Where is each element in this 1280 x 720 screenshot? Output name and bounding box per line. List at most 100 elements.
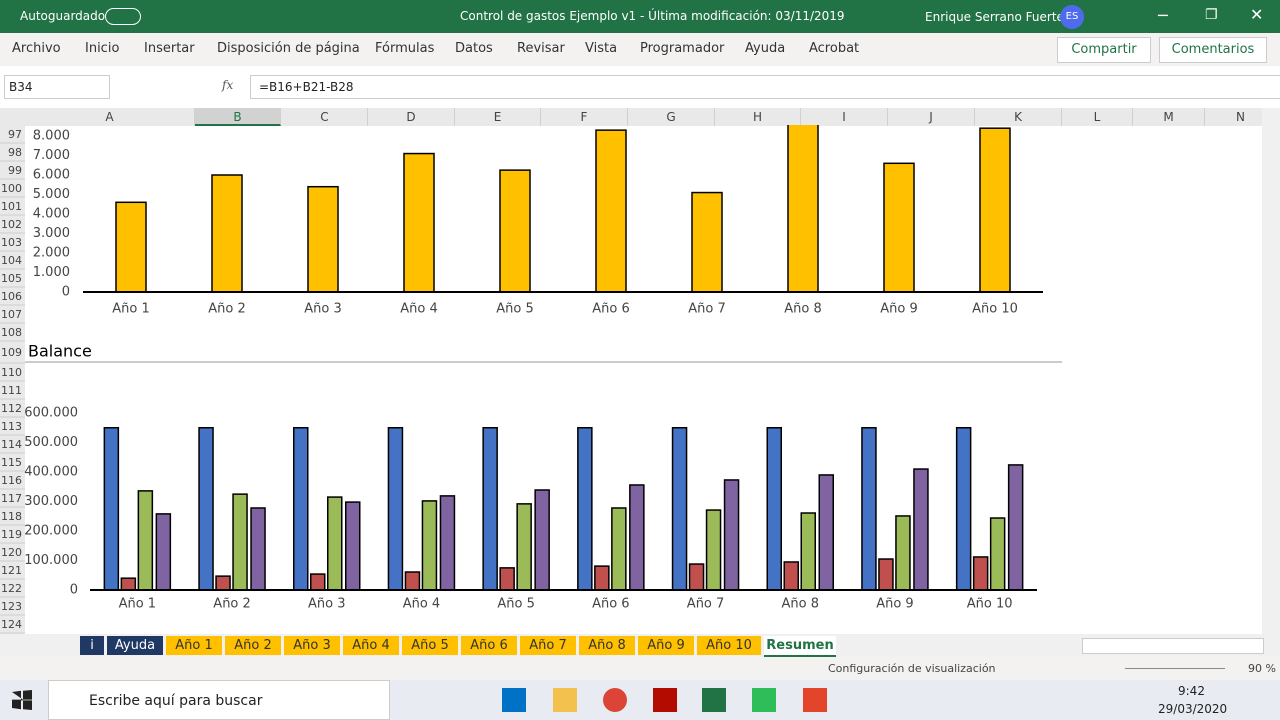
bar bbox=[883, 162, 915, 293]
share-button[interactable]: Compartir bbox=[1057, 37, 1151, 63]
ribbon-tab[interactable]: Ayuda bbox=[745, 41, 786, 56]
y-tick-label: 200.000 bbox=[24, 524, 78, 539]
y-tick-label: 6.000 bbox=[33, 168, 70, 183]
ribbon-tab[interactable]: Datos bbox=[455, 41, 493, 56]
column-header[interactable]: C bbox=[282, 108, 368, 126]
name-box[interactable]: B34 bbox=[4, 75, 110, 99]
sheet-tab[interactable]: Año 9 bbox=[638, 636, 694, 655]
y-tick-label: 600.000 bbox=[24, 406, 78, 421]
bar bbox=[403, 152, 435, 293]
explorer-icon[interactable] bbox=[553, 688, 577, 712]
sheet-tab[interactable]: Año 7 bbox=[520, 636, 576, 655]
bar bbox=[215, 575, 231, 591]
column-header[interactable]: H bbox=[715, 108, 801, 126]
row-header: 102 bbox=[1, 218, 22, 231]
ribbon-tab[interactable]: Programador bbox=[640, 41, 725, 56]
column-header[interactable]: E bbox=[455, 108, 541, 126]
camtasia-icon[interactable] bbox=[752, 688, 776, 712]
comments-button[interactable]: Comentarios bbox=[1159, 37, 1267, 63]
bar bbox=[818, 474, 834, 591]
sheet-tab[interactable]: Ayuda bbox=[107, 636, 163, 655]
vertical-scrollbar[interactable] bbox=[1262, 108, 1280, 635]
row-header: 122 bbox=[1, 582, 22, 595]
sheet-tab[interactable]: i bbox=[80, 636, 104, 655]
ribbon-tab[interactable]: Fórmulas bbox=[375, 41, 435, 56]
ribbon-tab[interactable]: Revisar bbox=[517, 41, 565, 56]
horizontal-scrollbar[interactable] bbox=[1082, 638, 1264, 654]
column-header[interactable]: J bbox=[888, 108, 975, 126]
display-settings[interactable]: Configuración de visualización bbox=[828, 662, 996, 675]
column-header[interactable]: L bbox=[1062, 108, 1133, 126]
y-tick-label: 400.000 bbox=[24, 465, 78, 480]
row-header: 111 bbox=[1, 384, 22, 397]
restore-button[interactable]: ❐ bbox=[1205, 7, 1218, 23]
sheet-tab[interactable]: Año 8 bbox=[579, 636, 635, 655]
sheet-tab[interactable]: Año 5 bbox=[402, 636, 458, 655]
bar bbox=[499, 169, 531, 293]
row-header: 104 bbox=[1, 254, 22, 267]
bar bbox=[766, 427, 782, 591]
bar bbox=[705, 509, 722, 591]
column-header[interactable]: K bbox=[975, 108, 1062, 126]
column-header[interactable]: B bbox=[195, 108, 281, 126]
x-tick-label: Año 7 bbox=[687, 597, 725, 612]
chrome-icon[interactable] bbox=[603, 688, 627, 712]
search-placeholder: Escribe aquí para buscar bbox=[89, 693, 263, 709]
ribbon-tab[interactable]: Disposición de página bbox=[217, 41, 360, 56]
recorder-icon[interactable] bbox=[803, 688, 827, 712]
row-header: 105 bbox=[1, 272, 22, 285]
formula-input[interactable]: =B16+B21-B28 bbox=[250, 75, 1280, 99]
row-header: 107 bbox=[1, 308, 22, 321]
user-avatar[interactable]: ES bbox=[1060, 5, 1084, 29]
search-box[interactable]: Escribe aquí para buscar bbox=[48, 680, 390, 720]
bar bbox=[198, 427, 214, 591]
outlook-icon[interactable] bbox=[502, 688, 526, 712]
bar bbox=[211, 174, 243, 293]
sheet-tab[interactable]: Año 1 bbox=[166, 636, 222, 655]
close-button[interactable]: ✕ bbox=[1250, 5, 1264, 24]
document-title[interactable]: Control de gastos Ejemplo v1 - Última mo… bbox=[460, 9, 845, 23]
ribbon-tab[interactable]: Acrobat bbox=[809, 41, 860, 56]
sheet-tab[interactable]: Año 6 bbox=[461, 636, 517, 655]
sheet-tab[interactable]: Año 3 bbox=[284, 636, 340, 655]
minimize-button[interactable]: ─ bbox=[1158, 6, 1168, 25]
zoom-slider[interactable] bbox=[1125, 668, 1225, 669]
start-button[interactable] bbox=[12, 690, 32, 710]
zoom-level[interactable]: 90 % bbox=[1248, 662, 1276, 675]
sheet-tab[interactable]: Año 4 bbox=[343, 636, 399, 655]
ribbon-tab[interactable]: Vista bbox=[585, 41, 618, 56]
acrobat-icon[interactable] bbox=[653, 688, 677, 712]
ribbon-tab[interactable]: Insertar bbox=[144, 41, 195, 56]
column-header[interactable]: I bbox=[801, 108, 888, 126]
bar bbox=[594, 565, 610, 591]
column-header[interactable]: D bbox=[368, 108, 455, 126]
bar bbox=[989, 517, 1006, 591]
column-header[interactable]: F bbox=[541, 108, 628, 126]
bar bbox=[387, 427, 404, 591]
x-tick-label: Año 10 bbox=[967, 597, 1013, 612]
y-tick-label: 500.000 bbox=[24, 435, 78, 450]
y-tick-label: 7.000 bbox=[33, 148, 70, 163]
sheet-tab[interactable]: Resumen bbox=[764, 636, 836, 657]
autosave-toggle[interactable] bbox=[105, 8, 141, 25]
x-tick-label: Año 8 bbox=[782, 597, 820, 612]
bar bbox=[595, 129, 627, 293]
fx-label[interactable]: fx bbox=[222, 78, 234, 92]
row-header: 115 bbox=[1, 456, 22, 469]
bar bbox=[307, 185, 339, 293]
sheet-tab[interactable]: Año 2 bbox=[225, 636, 281, 655]
y-tick-label: 4.000 bbox=[33, 207, 70, 222]
column-header[interactable]: G bbox=[628, 108, 715, 126]
ribbon-tab[interactable]: Inicio bbox=[85, 41, 120, 56]
column-header[interactable]: M bbox=[1133, 108, 1205, 126]
clock-date: 29/03/2020 bbox=[1158, 702, 1228, 716]
ribbon-tab[interactable]: Archivo bbox=[12, 41, 61, 56]
excel-icon[interactable] bbox=[702, 688, 726, 712]
y-tick-label: 5.000 bbox=[33, 187, 70, 202]
sheet-tab[interactable]: Año 10 bbox=[697, 636, 761, 655]
row-header: 121 bbox=[1, 564, 22, 577]
bar bbox=[878, 558, 894, 591]
x-tick-label: Año 5 bbox=[496, 302, 534, 317]
x-tick-label: Año 2 bbox=[208, 302, 246, 317]
column-header[interactable]: A bbox=[25, 108, 195, 126]
